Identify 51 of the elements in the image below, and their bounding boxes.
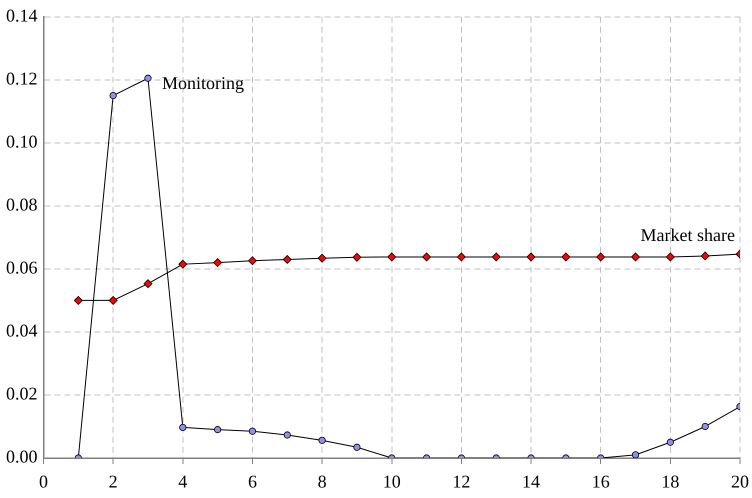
series-label: Market share (640, 224, 735, 245)
x-tick-label: 18 (661, 472, 680, 492)
point (110, 92, 117, 100)
y-tick-label: 0.02 (6, 384, 38, 404)
y-tick-label: 0.10 (6, 132, 38, 152)
point (284, 431, 291, 439)
point (702, 422, 709, 430)
point (666, 252, 675, 262)
point (526, 252, 536, 262)
x-tick-label: 12 (452, 472, 470, 492)
point (74, 296, 83, 305)
y-tick-label: 0.14 (6, 6, 38, 26)
point (144, 74, 152, 82)
point (179, 424, 186, 432)
point (666, 438, 674, 446)
point (631, 252, 640, 262)
x-tick-label: 2 (108, 472, 118, 492)
point (422, 252, 431, 262)
point (561, 252, 570, 262)
y-tick-label: 0.08 (6, 194, 38, 215)
x-tick-label: 10 (382, 472, 401, 492)
point (248, 428, 256, 435)
point (213, 258, 222, 268)
y-tick-label: 0.06 (6, 258, 38, 278)
x-tick-label: 4 (178, 472, 188, 492)
point (387, 252, 396, 262)
point (492, 252, 501, 262)
point (318, 436, 326, 444)
point (108, 296, 118, 305)
x-tick-label: 14 (522, 472, 540, 492)
point (353, 444, 361, 451)
x-tick-label: 8 (318, 472, 327, 492)
y-tick-label: 0.00 (6, 446, 38, 467)
point (178, 260, 188, 269)
x-tick-label: 16 (592, 472, 610, 492)
point (596, 252, 606, 262)
point (248, 256, 257, 266)
x-tick-label: 0 (39, 472, 48, 492)
y-tick-label: 0.12 (6, 68, 38, 89)
point (214, 426, 222, 434)
point (457, 252, 466, 262)
series-label: Monitoring (162, 72, 244, 93)
point (352, 252, 362, 262)
y-tick-label: 0.04 (6, 320, 38, 341)
point (318, 254, 326, 263)
x-tick-label: 6 (248, 472, 257, 492)
point (282, 255, 292, 264)
x-tick-label: 20 (731, 472, 749, 492)
point (700, 252, 710, 260)
point (144, 279, 152, 288)
point (632, 451, 640, 458)
